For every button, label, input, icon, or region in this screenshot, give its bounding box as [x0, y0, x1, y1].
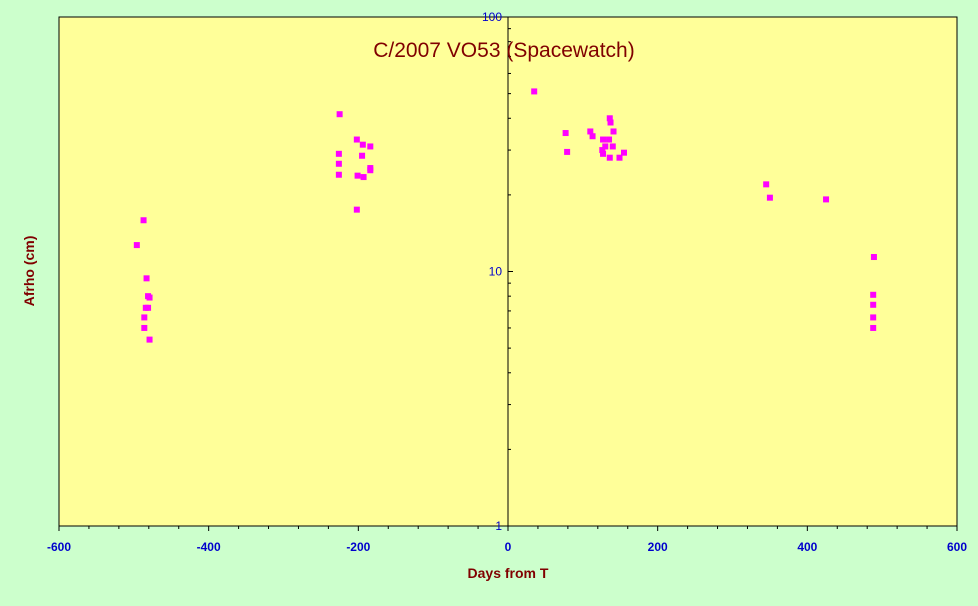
data-point [562, 130, 569, 137]
x-tick-label: 400 [797, 540, 817, 554]
data-point [354, 172, 361, 179]
x-tick-label: 200 [648, 540, 668, 554]
data-point [870, 254, 877, 261]
y-axis-title: Afrho (cm) [21, 236, 37, 307]
x-axis-title: Days from T [468, 565, 549, 581]
x-tick-label: -400 [197, 540, 221, 554]
data-point [610, 128, 617, 135]
data-point [600, 150, 607, 157]
data-point [763, 181, 770, 188]
data-point [367, 167, 374, 174]
data-point [143, 275, 150, 282]
data-point [141, 324, 148, 331]
y-tick-label: 100 [482, 10, 502, 24]
data-point [359, 152, 366, 159]
data-point [609, 143, 616, 150]
data-point [531, 88, 538, 95]
data-point [823, 196, 830, 203]
data-point [141, 314, 148, 321]
data-point [146, 336, 153, 343]
data-point [145, 304, 152, 311]
data-point [335, 150, 342, 157]
data-point [367, 143, 374, 150]
data-points [133, 88, 877, 343]
data-point [870, 301, 877, 308]
x-tick-label: -200 [346, 540, 370, 554]
data-point [335, 171, 342, 178]
axes: -600 -400 -200 0 200 400 600 1 10 100 [47, 10, 967, 554]
data-point [359, 141, 366, 148]
data-point [353, 206, 360, 213]
data-point [606, 136, 613, 143]
data-point [870, 324, 877, 331]
data-point [360, 174, 367, 181]
data-point [587, 128, 594, 135]
data-point [133, 242, 140, 249]
chart-title: C/2007 VO53 (Spacewatch) [373, 39, 634, 62]
data-point [602, 143, 609, 150]
data-point [140, 217, 147, 224]
data-point [870, 314, 877, 321]
data-point [353, 136, 360, 143]
y-tick-label: 10 [489, 265, 503, 279]
x-tick-label: 0 [505, 540, 512, 554]
data-point [616, 154, 623, 161]
data-point [336, 111, 343, 118]
data-point [589, 133, 596, 140]
y-tick-label: 1 [495, 519, 502, 533]
x-tick-label: 600 [947, 540, 967, 554]
data-point [564, 148, 571, 155]
data-point [146, 294, 153, 301]
data-point [599, 147, 606, 154]
data-point [606, 115, 613, 122]
x-tick-label: -600 [47, 540, 71, 554]
data-point [870, 291, 877, 298]
data-point [620, 149, 627, 156]
data-point [606, 154, 613, 161]
data-point [607, 119, 614, 126]
data-point [766, 194, 773, 201]
data-point [600, 136, 607, 143]
data-point [335, 160, 342, 167]
